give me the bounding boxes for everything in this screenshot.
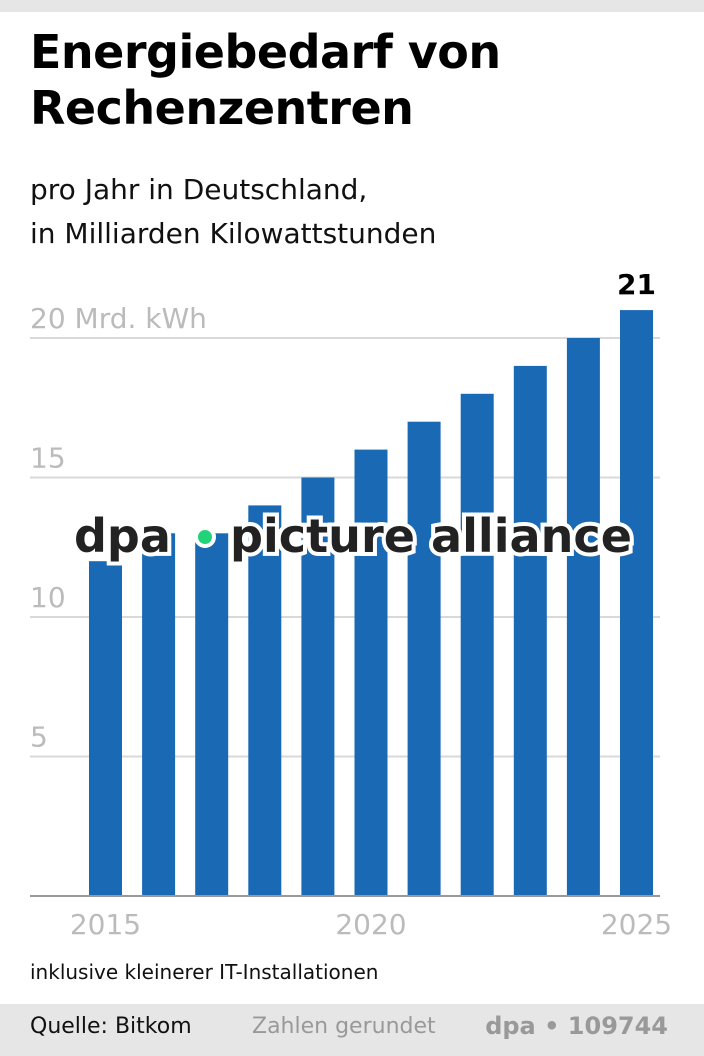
subtitle-line-2: in Milliarden Kilowattstunden <box>30 217 437 250</box>
y-tick-label: 10 <box>30 581 66 614</box>
credit: dpa • 109744 <box>485 1012 668 1040</box>
bar-2017 <box>195 533 229 896</box>
footnote: inklusive kleinerer IT-Installationen <box>30 960 379 984</box>
watermark-dot <box>194 526 216 548</box>
bar-2019 <box>301 477 335 896</box>
bar-2015 <box>89 561 122 896</box>
rounding-note: Zahlen gerundet <box>252 1014 436 1039</box>
source: Quelle: Bitkom <box>30 1014 192 1039</box>
data-label: 21 <box>617 268 656 301</box>
subtitle-line-1: pro Jahr in Deutschland, <box>30 173 368 206</box>
top-bar <box>0 0 704 12</box>
y-tick-label: 20 Mrd. kWh <box>30 302 207 335</box>
chart-title: Energiebedarf von Rechenzentren <box>30 24 704 136</box>
bar-2022 <box>460 393 494 896</box>
y-tick-label: 5 <box>30 721 48 754</box>
bar-2025 <box>620 310 653 897</box>
bar-2021 <box>407 421 441 896</box>
bar-2018 <box>248 505 282 896</box>
x-tick-label: 2015 <box>70 908 141 941</box>
bar-chart: 5 10 15 20 Mrd. kWh 2015 2020 2025 21 dpa picture… <box>30 268 672 941</box>
bar-2016 <box>142 533 176 896</box>
watermark-left: dpa <box>74 509 171 563</box>
y-tick-label: 15 <box>30 442 66 475</box>
bar-2020 <box>354 449 388 896</box>
chart-subtitle: pro Jahr in Deutschland, in Milliarden K… <box>30 168 436 256</box>
footer <box>0 1004 704 1056</box>
x-tick-label: 2020 <box>335 908 406 941</box>
title-text: Energiebedarf von Rechenzentren <box>30 25 501 135</box>
bar-2024 <box>566 338 600 896</box>
x-tick-label: 2025 <box>601 908 672 941</box>
bar-2023 <box>513 365 547 896</box>
watermark-right: picture alliance <box>230 509 632 563</box>
